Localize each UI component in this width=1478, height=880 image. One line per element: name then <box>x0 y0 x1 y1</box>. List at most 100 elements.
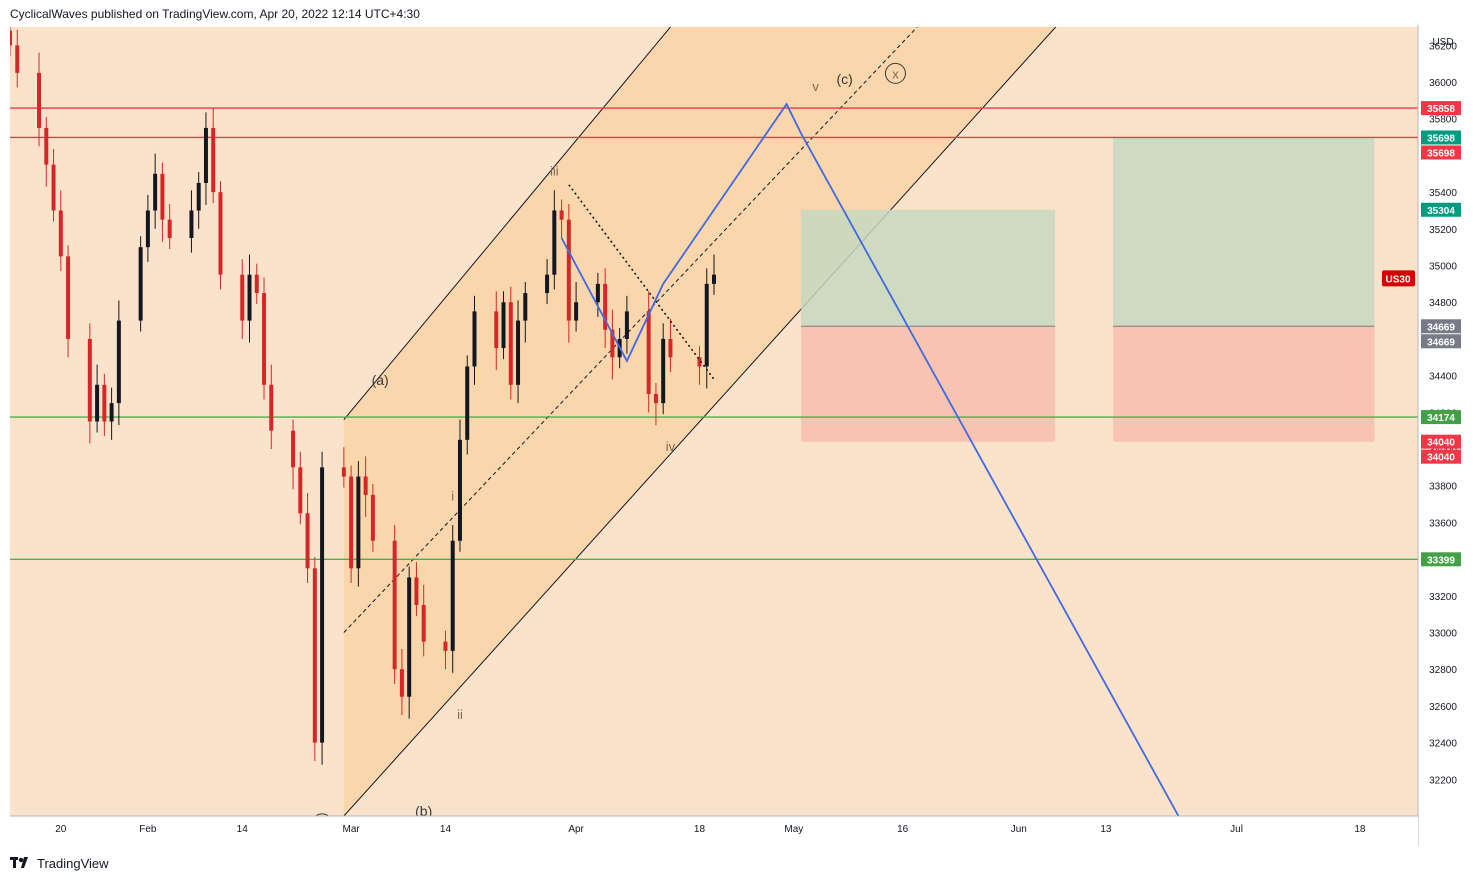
candle-body <box>167 219 172 239</box>
dotted-trendline <box>568 184 715 380</box>
tradingview-branding[interactable]: TradingView <box>10 853 109 873</box>
candle-body <box>116 320 121 404</box>
price-badge <box>1421 319 1461 334</box>
candle-body <box>10 30 12 46</box>
candle-body <box>305 513 310 569</box>
profit-zone-1 <box>801 209 1056 327</box>
price-badge <box>1421 145 1461 160</box>
price-badge <box>1421 101 1461 116</box>
candle-body <box>668 338 673 358</box>
time-tick: Apr <box>568 824 584 835</box>
price-tick: 35400 <box>1429 188 1457 199</box>
price-badge-label: 34040 <box>1427 438 1455 449</box>
candle-body <box>465 366 470 440</box>
time-tick: Jun <box>1011 824 1027 835</box>
candle-body <box>566 219 571 321</box>
candle-body <box>218 192 223 275</box>
wave-label-v: v <box>812 79 819 94</box>
price-badge <box>1421 334 1461 349</box>
candle-body <box>262 293 267 385</box>
price-tick: 36000 <box>1429 78 1457 89</box>
time-tick: Mar <box>342 824 360 835</box>
price-badge <box>1421 410 1461 425</box>
candle-body <box>457 439 462 541</box>
price-tick: 34400 <box>1429 372 1457 383</box>
loss-zone-2 <box>1113 326 1375 442</box>
candle-body <box>160 173 165 220</box>
candle-body <box>399 669 404 697</box>
candle-body <box>501 302 506 349</box>
time-tick: 18 <box>1354 824 1366 835</box>
price-tick: 35000 <box>1429 262 1457 273</box>
candle-body <box>341 467 346 477</box>
price-tick: 32400 <box>1429 739 1457 750</box>
candle-body <box>145 210 150 248</box>
candle-body <box>603 283 608 330</box>
candle-body <box>646 311 651 394</box>
time-tick: 18 <box>694 824 706 835</box>
candle-body <box>189 210 194 239</box>
candle-body <box>109 403 114 422</box>
time-tick: 20 <box>55 824 67 835</box>
price-badge <box>1421 552 1461 567</box>
time-tick: 16 <box>897 824 909 835</box>
candle-body <box>102 384 107 422</box>
channel-midline <box>343 27 918 633</box>
candle-body <box>661 338 666 404</box>
time-tick: 14 <box>237 824 249 835</box>
price-badge-label: 34174 <box>1427 413 1455 424</box>
candle-body <box>508 302 513 385</box>
chart-header: CyclicalWaves published on TradingView.c… <box>10 7 420 21</box>
profit-zone-2 <box>1113 137 1375 327</box>
price-tick: 33800 <box>1429 482 1457 493</box>
price-badge-label: 35698 <box>1427 148 1455 159</box>
candle-body <box>595 283 600 303</box>
candle-body <box>44 127 49 165</box>
time-tick: Jul <box>1230 824 1243 835</box>
candle-body <box>370 494 375 541</box>
candle-body <box>196 182 201 211</box>
price-badge <box>1421 434 1461 449</box>
candle-body <box>653 393 658 404</box>
symbol-badge-label: US30 <box>1385 274 1410 285</box>
candle-body <box>472 311 477 367</box>
candle-body <box>247 274 252 321</box>
wave-label-a: (a) <box>372 372 389 388</box>
candle-body <box>712 274 716 284</box>
time-tick: 13 <box>1100 824 1112 835</box>
candle-body <box>545 274 550 294</box>
loss-zone-1 <box>801 326 1056 442</box>
wave-label-iii: iii <box>550 164 559 179</box>
candle-body <box>153 173 158 211</box>
wave-label-c: (c) <box>836 71 852 87</box>
price-badge-label: 35304 <box>1427 206 1455 217</box>
candle-body <box>138 247 143 321</box>
wave-label-x: x <box>892 66 899 81</box>
wave-label-ii: ii <box>457 707 463 722</box>
candle-body <box>704 283 709 367</box>
wave-label-b: (b) <box>415 803 432 819</box>
candle-body <box>407 577 412 697</box>
price-badge-label: 34669 <box>1427 322 1455 333</box>
tradingview-logo-icon <box>10 857 28 868</box>
candle-body <box>269 384 274 431</box>
price-tick: 32600 <box>1429 702 1457 713</box>
price-tick: 33000 <box>1429 629 1457 640</box>
candle-body <box>51 164 56 211</box>
candle-body <box>254 274 259 294</box>
wave-circle-w <box>315 813 330 816</box>
price-tick: 32200 <box>1429 775 1457 786</box>
projection-path <box>560 102 1180 816</box>
price-badge-label: 35698 <box>1427 133 1455 144</box>
symbol-badge <box>1382 270 1415 287</box>
price-axis: USD3220032400326003280033000332003340033… <box>1417 25 1478 846</box>
price-tick: 35200 <box>1429 225 1457 236</box>
candle-body <box>15 45 20 73</box>
candle-body <box>37 72 42 128</box>
candle-body <box>58 210 63 257</box>
price-badge <box>1421 130 1461 145</box>
price-tick: 34800 <box>1429 298 1457 309</box>
price-tick: 36200 <box>1429 41 1457 52</box>
